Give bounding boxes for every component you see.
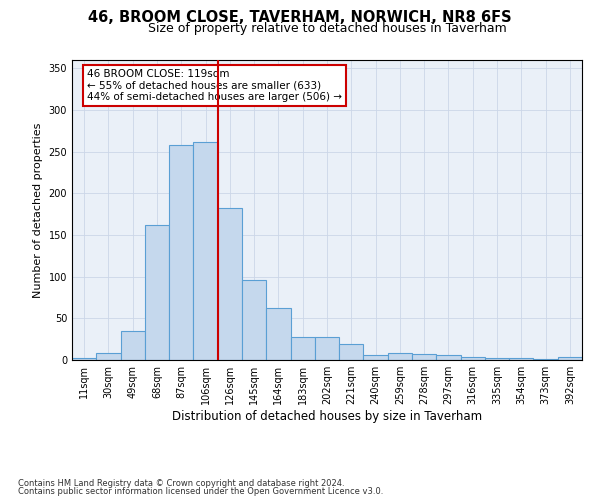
Text: Contains HM Land Registry data © Crown copyright and database right 2024.: Contains HM Land Registry data © Crown c… xyxy=(18,478,344,488)
Bar xyxy=(266,308,290,360)
Bar xyxy=(364,355,388,360)
Bar xyxy=(169,145,193,360)
Bar xyxy=(193,142,218,360)
Bar xyxy=(412,354,436,360)
Text: 46, BROOM CLOSE, TAVERHAM, NORWICH, NR8 6FS: 46, BROOM CLOSE, TAVERHAM, NORWICH, NR8 … xyxy=(88,10,512,25)
Bar xyxy=(485,358,509,360)
Bar xyxy=(96,354,121,360)
Bar xyxy=(388,352,412,360)
Bar xyxy=(121,331,145,360)
Bar xyxy=(509,358,533,360)
Bar xyxy=(218,208,242,360)
Bar xyxy=(72,358,96,360)
Text: 46 BROOM CLOSE: 119sqm
← 55% of detached houses are smaller (633)
44% of semi-de: 46 BROOM CLOSE: 119sqm ← 55% of detached… xyxy=(88,69,342,102)
Title: Size of property relative to detached houses in Taverham: Size of property relative to detached ho… xyxy=(148,22,506,35)
Bar xyxy=(339,344,364,360)
X-axis label: Distribution of detached houses by size in Taverham: Distribution of detached houses by size … xyxy=(172,410,482,423)
Bar xyxy=(242,280,266,360)
Y-axis label: Number of detached properties: Number of detached properties xyxy=(33,122,43,298)
Bar xyxy=(461,356,485,360)
Bar xyxy=(533,359,558,360)
Bar xyxy=(315,336,339,360)
Bar xyxy=(290,336,315,360)
Bar xyxy=(436,355,461,360)
Bar xyxy=(558,356,582,360)
Text: Contains public sector information licensed under the Open Government Licence v3: Contains public sector information licen… xyxy=(18,487,383,496)
Bar xyxy=(145,225,169,360)
